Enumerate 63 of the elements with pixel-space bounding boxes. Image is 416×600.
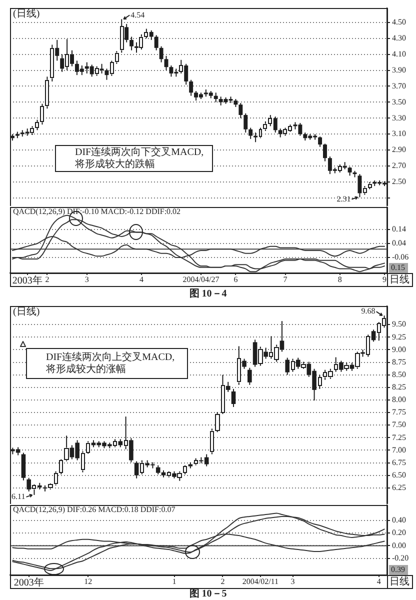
chart-title: (日线) [13,306,40,318]
annotation: 6.11 [12,492,26,502]
y-tick-label: 7.50 [392,420,406,430]
y-tick-label: -0.20 [392,554,409,563]
x-tick-label: 3 [84,274,89,284]
y-tick-label: 9.50 [392,320,406,329]
y-tick-label: 3.10 [392,129,406,138]
y-tick-label: 0.00 [392,540,406,550]
y-tick-label: 9.25 [392,332,406,342]
x-tick-label: 8 [338,274,342,284]
x-tick-label: 6 [234,274,238,284]
x-tick-label: 7 [283,274,288,284]
y-tick-label: 7.00 [392,445,406,454]
y-tick-label: 6.25 [392,483,406,492]
y-tick-label: 4.10 [392,49,406,58]
y-tick-label: 3.90 [392,65,406,74]
x-tick-label: 12 [84,576,92,586]
chart-title: QACD(12,26,9) DIF:0.26 MACD:0.18 DDIF:0.07 [13,505,176,514]
y-tick-label: 6.75 [392,458,406,467]
x-tick-label: 9 [382,274,387,284]
y-tick-label: 0.04 [392,238,406,248]
y-tick-label: 0.20 [392,528,406,538]
annotation: DIF连续两次向上交叉MACD, 将形成较大的涨幅 [46,352,175,376]
y-tick-label: 7.25 [392,432,406,442]
x-tick-label: 2003年 [14,576,44,589]
y-tick-label: 2.50 [392,177,406,186]
y-tick-label: 8.50 [392,370,406,379]
x-tick-label: 3 [290,576,295,586]
y-tick-label: 4.30 [392,33,406,42]
x-axis-title: 日线 [390,274,410,286]
caption: 图 10－4 [189,288,227,300]
annotation: 2.31 [336,194,351,204]
y-tick-label: 0.40 [392,515,406,524]
annotation: 9.68 [361,306,376,316]
annotation: DIF连续两次向下交叉MACD, 将形成较大的跌幅 [75,146,204,170]
x-axis-title: 日线 [390,576,410,588]
y-tick-label: 2.90 [392,145,406,154]
x-tick-label: 1 [172,576,176,586]
y-tick-label: 3.30 [392,113,406,122]
y-tick-label: 7.75 [392,408,406,417]
y-tick-label: 4.50 [392,17,406,26]
y-tick-label: 8.00 [392,395,406,404]
y-tick-label: 3.50 [392,97,406,106]
y-tick-label: 9.00 [392,344,406,354]
x-tick-label: 2004/02/11 [242,576,279,586]
x-tick-label: 2 [220,576,225,586]
y-tick-label: -0.06 [392,252,409,262]
y-tick-label: 6.50 [392,470,406,480]
chart-title: QACD(12,26,9) DIF:-0.10 MACD:-0.12 DDIF:0.02 [13,207,181,216]
x-tick-label: 2003年 [12,274,42,287]
text: 0.39 [391,565,405,574]
y-tick-label: 2.70 [392,161,406,170]
x-tick-label: 2 [45,274,50,284]
chart-title: (日线) [13,8,40,20]
y-tick-label: 8.75 [392,357,406,366]
x-tick-label: 4 [139,274,144,284]
y-tick-label: 0.14 [392,224,406,234]
x-tick-label: 4 [376,576,381,586]
text: 0.15 [391,263,405,272]
annotation: 4.54 [130,10,145,20]
y-tick-label: 8.25 [392,382,406,392]
y-tick-label: 3.70 [392,81,406,90]
x-tick-label: 2004/04/27 [182,274,220,284]
